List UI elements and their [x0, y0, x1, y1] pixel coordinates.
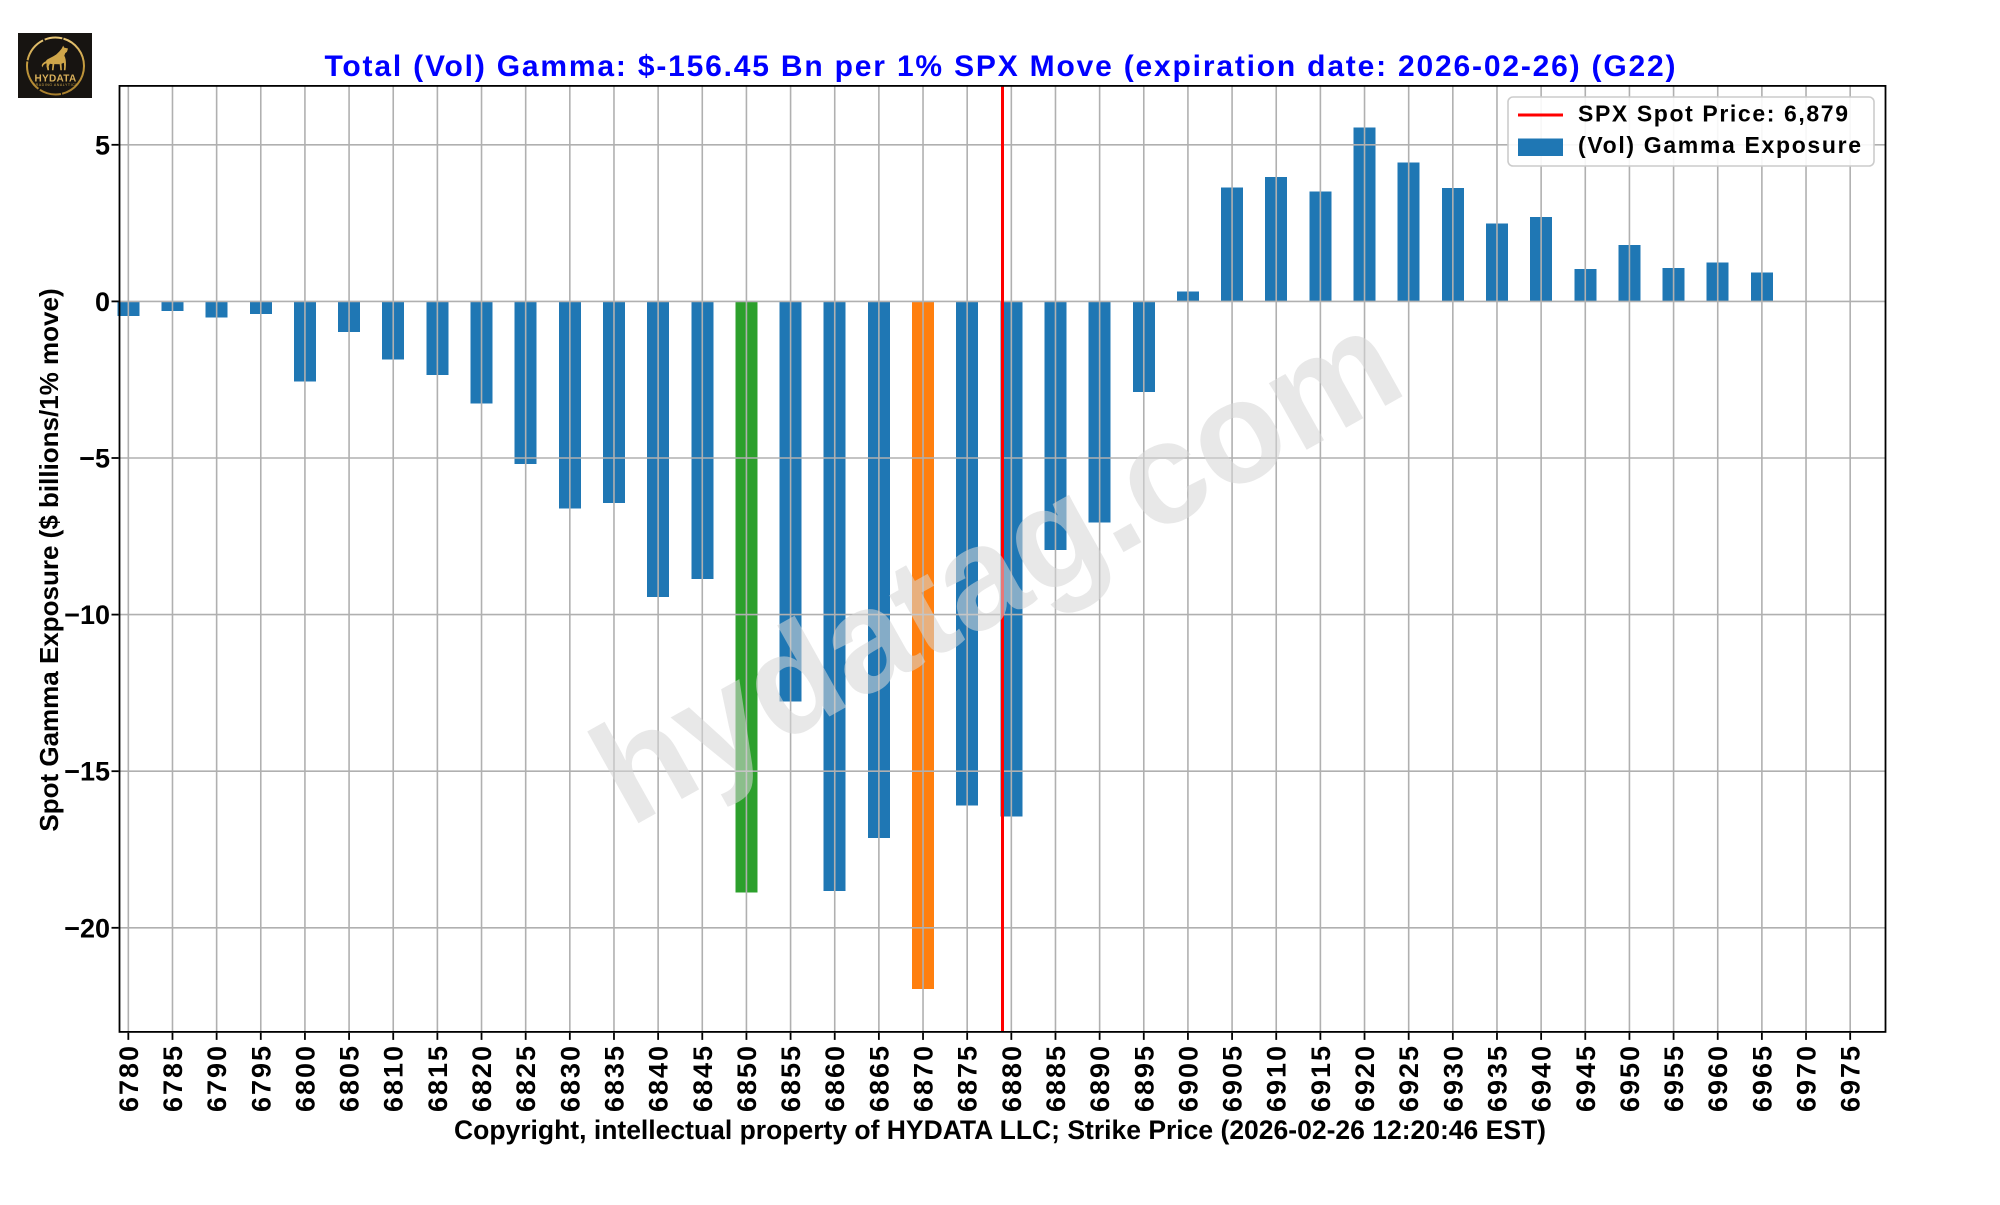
svg-text:6900: 6900: [1173, 1046, 1203, 1112]
svg-text:6930: 6930: [1438, 1046, 1468, 1112]
svg-text:6890: 6890: [1085, 1046, 1115, 1112]
svg-text:6790: 6790: [202, 1046, 232, 1112]
svg-text:6820: 6820: [467, 1046, 497, 1112]
svg-text:−10: −10: [64, 600, 110, 630]
svg-text:6950: 6950: [1615, 1046, 1645, 1112]
svg-text:6960: 6960: [1703, 1046, 1733, 1112]
svg-text:6885: 6885: [1041, 1046, 1071, 1112]
svg-text:6795: 6795: [246, 1046, 276, 1112]
svg-text:6860: 6860: [820, 1046, 850, 1112]
svg-text:HYDATA: HYDATA: [35, 74, 77, 85]
svg-text:−15: −15: [64, 757, 110, 787]
svg-text:6830: 6830: [555, 1046, 585, 1112]
svg-text:6825: 6825: [511, 1046, 541, 1112]
svg-text:6815: 6815: [423, 1046, 453, 1112]
svg-text:6905: 6905: [1218, 1046, 1248, 1112]
svg-text:SPX Spot Price: 6,879: SPX Spot Price: 6,879: [1578, 101, 1848, 127]
svg-text:6870: 6870: [909, 1046, 939, 1112]
svg-text:0: 0: [95, 287, 110, 317]
svg-text:6855: 6855: [776, 1046, 806, 1112]
svg-text:6975: 6975: [1836, 1046, 1866, 1112]
svg-text:6800: 6800: [290, 1046, 320, 1112]
svg-text:Copyright, intellectual proper: Copyright, intellectual property of HYDA…: [454, 1115, 1546, 1145]
svg-text:6940: 6940: [1527, 1046, 1557, 1112]
svg-text:6780: 6780: [114, 1046, 144, 1112]
svg-text:6840: 6840: [644, 1046, 674, 1112]
svg-text:Total (Vol) Gamma: $-156.45 Bn: Total (Vol) Gamma: $-156.45 Bn per 1% SP…: [325, 50, 1676, 83]
svg-text:6920: 6920: [1350, 1046, 1380, 1112]
svg-text:6910: 6910: [1262, 1046, 1292, 1112]
svg-text:−20: −20: [64, 913, 110, 943]
svg-text:TRADING ANALYTICS: TRADING ANALYTICS: [33, 83, 78, 87]
svg-text:6925: 6925: [1394, 1046, 1424, 1112]
svg-text:6835: 6835: [599, 1046, 629, 1112]
svg-text:6785: 6785: [158, 1046, 188, 1112]
svg-text:6935: 6935: [1482, 1046, 1512, 1112]
svg-text:Spot Gamma Exposure ($ billion: Spot Gamma Exposure ($ billions/1% move): [34, 288, 64, 831]
svg-text:6945: 6945: [1571, 1046, 1601, 1112]
svg-text:6965: 6965: [1747, 1046, 1777, 1112]
svg-text:6850: 6850: [732, 1046, 762, 1112]
svg-text:6865: 6865: [864, 1046, 894, 1112]
svg-text:6845: 6845: [688, 1046, 718, 1112]
svg-text:6915: 6915: [1306, 1046, 1336, 1112]
svg-text:6805: 6805: [335, 1046, 365, 1112]
svg-text:−5: −5: [79, 444, 110, 474]
svg-text:6955: 6955: [1659, 1046, 1689, 1112]
svg-text:6895: 6895: [1129, 1046, 1159, 1112]
svg-text:6970: 6970: [1792, 1046, 1822, 1112]
svg-text:6810: 6810: [379, 1046, 409, 1112]
svg-text:6880: 6880: [997, 1046, 1027, 1112]
svg-text:(Vol) Gamma Exposure: (Vol) Gamma Exposure: [1578, 132, 1861, 158]
svg-text:5: 5: [95, 130, 110, 160]
svg-text:6875: 6875: [953, 1046, 983, 1112]
